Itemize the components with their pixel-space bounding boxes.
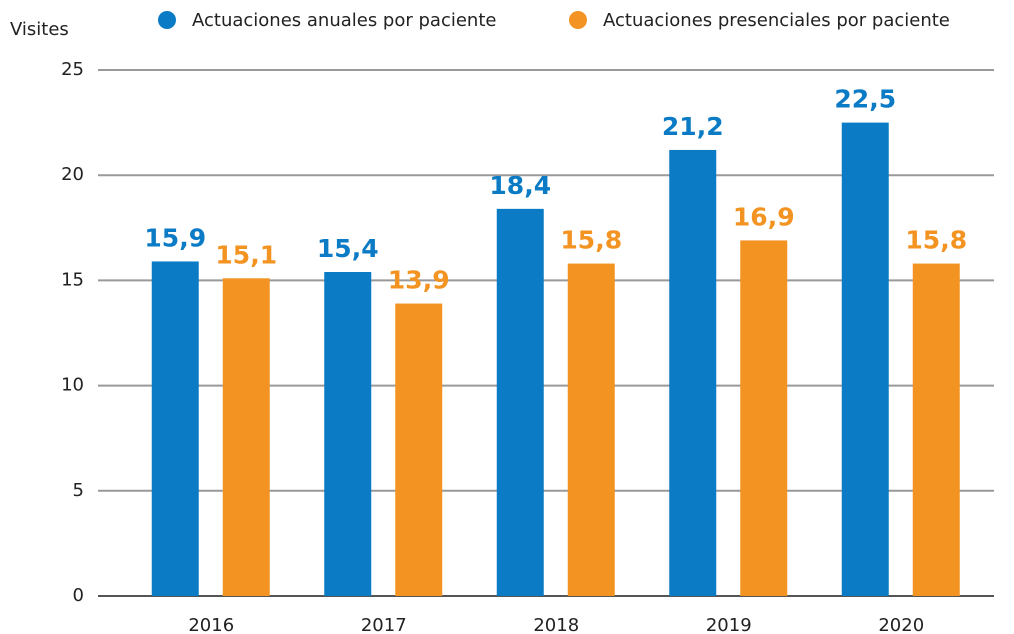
y-tick-label: 10: [61, 375, 84, 396]
legend-marker: [158, 11, 176, 29]
data-label: 22,5: [834, 85, 896, 114]
data-label: 16,9: [733, 202, 795, 231]
bar: [151, 261, 199, 596]
bar: [740, 240, 788, 596]
bar: [395, 303, 443, 596]
bar: [222, 278, 270, 596]
bar: [496, 208, 544, 596]
data-label: 15,1: [215, 240, 277, 269]
y-tick-label: 0: [73, 585, 84, 606]
data-label: 13,9: [388, 266, 450, 295]
bar: [669, 149, 717, 596]
x-tick-label: 2017: [361, 615, 407, 634]
x-tick-label: 2020: [878, 615, 924, 634]
data-label: 15,8: [905, 226, 967, 255]
legend-marker: [569, 11, 587, 29]
data-label: 21,2: [662, 112, 724, 141]
data-label: 15,8: [560, 226, 622, 255]
y-tick-label: 15: [61, 269, 84, 290]
data-label: 15,4: [317, 234, 379, 263]
data-label: 15,9: [144, 223, 206, 252]
y-axis-label: Visites: [10, 19, 69, 40]
y-tick-label: 25: [61, 59, 84, 80]
y-tick-label: 20: [61, 164, 84, 185]
x-tick-label: 2019: [706, 615, 752, 634]
data-label: 18,4: [489, 171, 551, 200]
y-tick-label: 5: [73, 480, 84, 501]
bar: [912, 263, 960, 596]
x-tick-label: 2016: [188, 615, 234, 634]
x-tick-label: 2018: [533, 615, 579, 634]
legend-label: Actuaciones anuales por paciente: [192, 10, 496, 31]
bar: [324, 271, 372, 596]
legend-label: Actuaciones presenciales por paciente: [603, 10, 950, 31]
bar: [841, 122, 889, 596]
bar: [567, 263, 615, 596]
